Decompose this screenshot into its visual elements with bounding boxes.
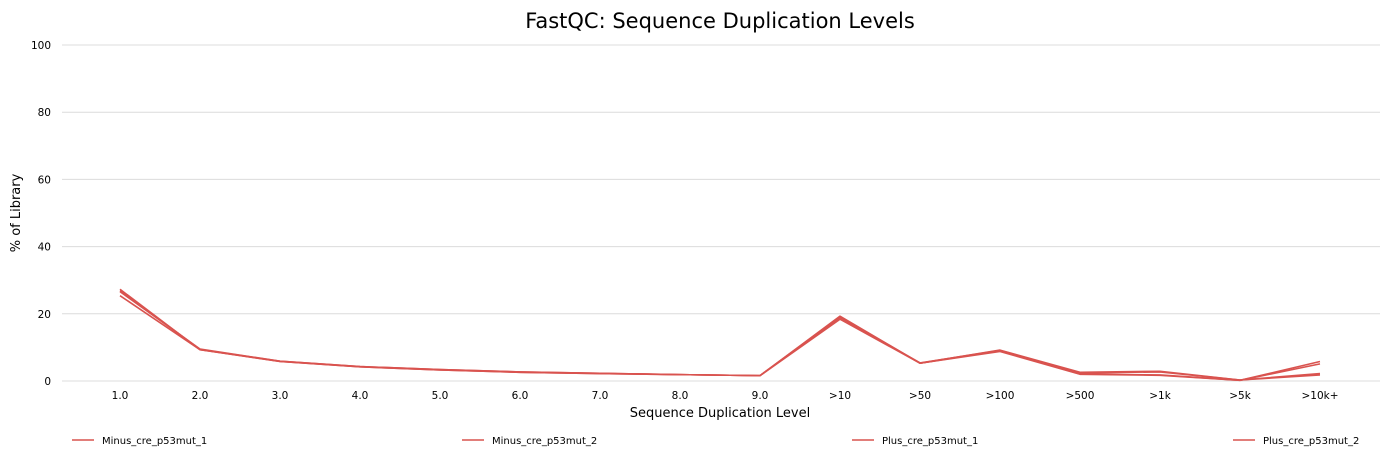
data-point[interactable] bbox=[1158, 373, 1162, 377]
data-point[interactable] bbox=[1238, 378, 1242, 382]
series-line-Minus_cre_p53mut_2[interactable] bbox=[119, 290, 1321, 381]
x-tick-label: >5k bbox=[1229, 390, 1251, 402]
data-point[interactable] bbox=[1318, 362, 1322, 366]
data-point[interactable] bbox=[278, 359, 282, 363]
data-point[interactable] bbox=[838, 315, 842, 319]
x-tick-label: >1k bbox=[1149, 390, 1171, 402]
x-tick-label: 1.0 bbox=[112, 390, 129, 402]
y-tick-label: 80 bbox=[38, 107, 51, 119]
chart-title: FastQC: Sequence Duplication Levels bbox=[525, 9, 915, 33]
data-point[interactable] bbox=[118, 293, 122, 297]
x-tick-label: 3.0 bbox=[272, 390, 289, 402]
x-tick-label: >50 bbox=[909, 390, 931, 402]
data-point[interactable] bbox=[1078, 372, 1082, 376]
data-point[interactable] bbox=[438, 368, 442, 372]
data-point[interactable] bbox=[358, 365, 362, 369]
x-tick-label: 5.0 bbox=[432, 390, 449, 402]
legend-item-Minus_cre_p53mut_2[interactable]: Minus_cre_p53mut_2 bbox=[462, 436, 597, 447]
x-tick-label: 8.0 bbox=[672, 390, 689, 402]
legend-label: Minus_cre_p53mut_2 bbox=[492, 436, 597, 447]
y-tick-label: 0 bbox=[44, 376, 51, 388]
data-point[interactable] bbox=[678, 372, 682, 376]
legend[interactable]: Minus_cre_p53mut_1 Minus_cre_p53mut_2 Plus… bbox=[72, 436, 1359, 447]
legend-item-Minus_cre_p53mut_1[interactable]: Minus_cre_p53mut_1 bbox=[72, 436, 207, 447]
legend-item-Plus_cre_p53mut_1[interactable]: Plus_cre_p53mut_1 bbox=[852, 436, 978, 447]
data-point[interactable] bbox=[1318, 371, 1322, 375]
data-point[interactable] bbox=[918, 361, 922, 365]
x-tick-label: >500 bbox=[1066, 390, 1095, 402]
y-tick-label: 60 bbox=[38, 174, 51, 186]
x-tick-label: >100 bbox=[986, 390, 1015, 402]
data-point[interactable] bbox=[118, 288, 122, 292]
y-tick-label: 40 bbox=[38, 242, 51, 254]
x-tick-label: >10k+ bbox=[1301, 390, 1338, 402]
series-lines bbox=[118, 288, 1322, 382]
data-point[interactable] bbox=[198, 347, 202, 351]
series-line-Plus_cre_p53mut_2[interactable] bbox=[119, 289, 1321, 382]
legend-label: Plus_cre_p53mut_2 bbox=[1263, 436, 1359, 447]
data-point[interactable] bbox=[998, 349, 1002, 353]
x-axis-ticks: 1.0 2.0 3.0 4.0 5.0 6.0 7.0 8.0 9.0 >10 >50 >100 >50… bbox=[112, 390, 1339, 402]
y-axis-ticks: 0 20 40 60 80 100 bbox=[31, 40, 51, 388]
series-line-Minus_cre_p53mut_1[interactable] bbox=[119, 288, 1321, 381]
y-tick-label: 20 bbox=[38, 309, 51, 321]
x-axis-label: Sequence Duplication Level bbox=[630, 406, 810, 421]
x-tick-label: 6.0 bbox=[512, 390, 529, 402]
x-tick-label: 9.0 bbox=[752, 390, 769, 402]
y-axis-label: % of Library bbox=[9, 173, 24, 252]
data-point[interactable] bbox=[518, 370, 522, 374]
data-point[interactable] bbox=[598, 371, 602, 375]
legend-item-Plus_cre_p53mut_2[interactable]: Plus_cre_p53mut_2 bbox=[1233, 436, 1359, 447]
x-tick-label: >10 bbox=[829, 390, 851, 402]
series-line-Plus_cre_p53mut_1[interactable] bbox=[119, 294, 1321, 382]
x-tick-label: 7.0 bbox=[592, 390, 609, 402]
x-tick-label: 4.0 bbox=[352, 390, 369, 402]
legend-label: Minus_cre_p53mut_1 bbox=[102, 436, 207, 447]
legend-label: Plus_cre_p53mut_1 bbox=[882, 436, 978, 447]
y-tick-label: 100 bbox=[31, 40, 51, 52]
grid-lines bbox=[62, 44, 1380, 382]
x-tick-label: 2.0 bbox=[192, 390, 209, 402]
data-point[interactable] bbox=[758, 373, 762, 377]
